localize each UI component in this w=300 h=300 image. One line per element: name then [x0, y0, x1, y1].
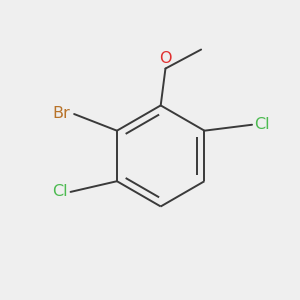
Text: Cl: Cl [254, 117, 270, 132]
Text: O: O [159, 51, 172, 66]
Text: Cl: Cl [52, 184, 68, 200]
Text: Br: Br [52, 106, 70, 121]
